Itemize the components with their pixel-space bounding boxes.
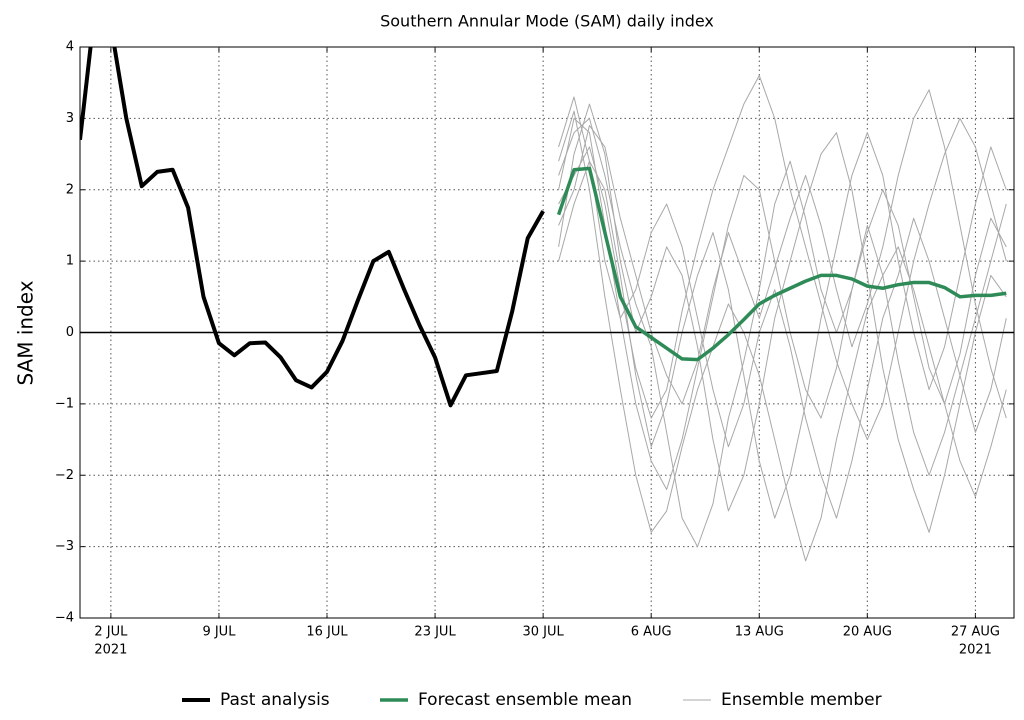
y-tick-label: 1 (66, 254, 74, 269)
x-tick-label: 16 JUL (306, 625, 348, 640)
grid: −4 −3 −2 −1 0 1 2 3 4 2 JUL 2021 9 JUL 16 JUL 23 JUL 3… (55, 40, 1014, 658)
ensemble-member-line (558, 117, 1007, 491)
y-tick-label: 3 (66, 111, 74, 126)
legend-label: Ensemble member (721, 690, 882, 710)
plot-frame (79, 46, 1015, 619)
y-tick-label: −2 (55, 468, 74, 483)
series-line (556, 166, 1007, 362)
y-tick-label: 2 (66, 182, 74, 197)
series-line (80, 47, 545, 408)
x-tick-label: 30 JUL (522, 625, 564, 640)
x-tick-label: 20 AUG (843, 625, 892, 640)
y-tick-label: −4 (55, 611, 74, 626)
x-tick-sublabel: 2021 (959, 643, 992, 658)
x-tick-sublabel: 2021 (94, 643, 127, 658)
ensemble-member-line (558, 96, 1007, 519)
x-tick-label: 9 JUL (202, 625, 236, 640)
ensemble-member-line (558, 75, 1007, 441)
x-tick-label: 27 AUG (951, 625, 1000, 640)
legend: Past analysis Forecast ensemble mean Ensem… (182, 690, 882, 710)
y-tick-label: 0 (66, 325, 74, 340)
ensemble-member-line (558, 110, 1007, 562)
y-tick-label: 4 (66, 40, 74, 55)
legend-label: Past analysis (220, 690, 330, 710)
y-tick-label: −3 (55, 539, 74, 554)
legend-label: Forecast ensemble mean (418, 690, 632, 710)
x-tick-label: 13 AUG (735, 625, 784, 640)
y-axis-label: SAM index (14, 280, 38, 385)
x-tick-label: 6 AUG (631, 625, 672, 640)
ensemble-member-line (558, 89, 1007, 419)
x-tick-label: 23 JUL (414, 625, 456, 640)
x-tick-label: 2 JUL (94, 625, 128, 640)
chart-title: Southern Annular Mode (SAM) daily index (380, 12, 714, 31)
ensemble-member-line (558, 132, 1007, 519)
y-tick-label: −1 (55, 396, 74, 411)
plot-area (80, 47, 1014, 562)
